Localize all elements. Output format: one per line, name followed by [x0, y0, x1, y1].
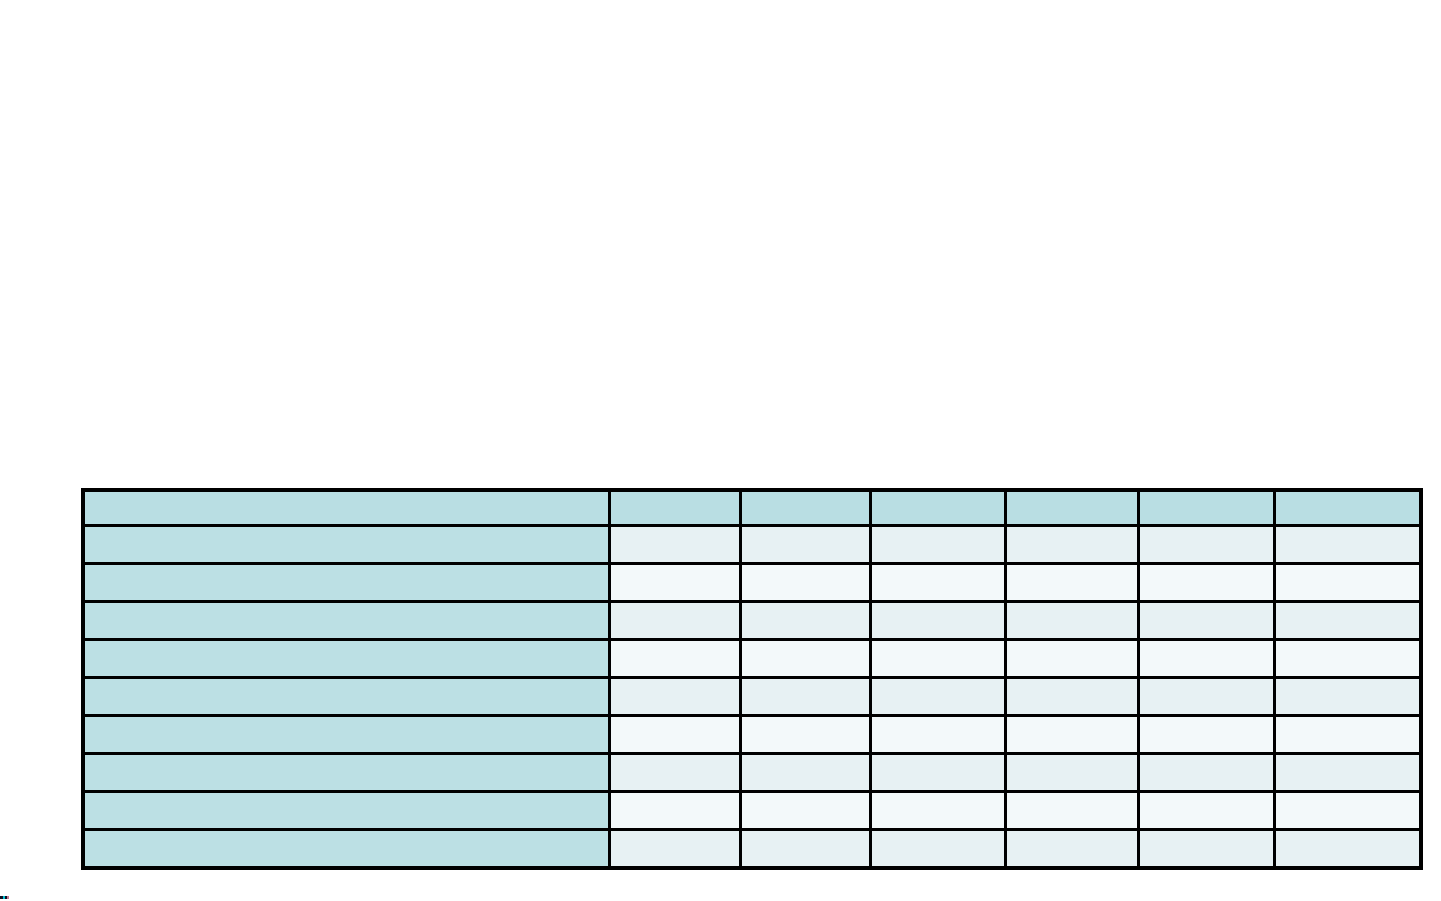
- body-cell-r7-c3[interactable]: [868, 752, 1007, 793]
- body-cell-r2-c2[interactable]: [738, 562, 872, 603]
- table-row-9: [81, 828, 1423, 870]
- body-cell-r5-c6[interactable]: [1272, 676, 1423, 717]
- body-cell-r1-c4[interactable]: [1003, 524, 1140, 565]
- header-cell-col-6[interactable]: [1272, 488, 1423, 527]
- table-row-8: [81, 790, 1423, 831]
- body-cell-r1-c1[interactable]: [607, 524, 742, 565]
- body-cell-r6-c2[interactable]: [738, 714, 872, 755]
- body-cell-r8-c6[interactable]: [1272, 790, 1423, 831]
- body-cell-r2-c5[interactable]: [1136, 562, 1276, 603]
- header-cell-col-5[interactable]: [1136, 488, 1276, 527]
- body-cell-r1-c5[interactable]: [1136, 524, 1276, 565]
- body-cell-r4-c4[interactable]: [1003, 638, 1140, 679]
- header-cell-col-1[interactable]: [607, 488, 742, 527]
- body-cell-r2-c6[interactable]: [1272, 562, 1423, 603]
- header-cell-col-2[interactable]: [738, 488, 872, 527]
- bottom-left-render-artifact: [0, 896, 9, 899]
- header-cell-row-label[interactable]: [81, 488, 611, 527]
- row-label-cell-9[interactable]: [81, 828, 611, 870]
- body-cell-r5-c1[interactable]: [607, 676, 742, 717]
- body-cell-r4-c5[interactable]: [1136, 638, 1276, 679]
- body-cell-r5-c2[interactable]: [738, 676, 872, 717]
- body-cell-r4-c1[interactable]: [607, 638, 742, 679]
- table-row-6: [81, 714, 1423, 755]
- table-row-4: [81, 638, 1423, 679]
- body-cell-r5-c3[interactable]: [868, 676, 1007, 717]
- body-cell-r3-c3[interactable]: [868, 600, 1007, 641]
- header-cell-col-4[interactable]: [1003, 488, 1140, 527]
- body-cell-r9-c6[interactable]: [1272, 828, 1423, 870]
- body-cell-r6-c1[interactable]: [607, 714, 742, 755]
- body-cell-r3-c1[interactable]: [607, 600, 742, 641]
- body-cell-r2-c4[interactable]: [1003, 562, 1140, 603]
- body-cell-r7-c5[interactable]: [1136, 752, 1276, 793]
- body-cell-r9-c2[interactable]: [738, 828, 872, 870]
- body-cell-r8-c4[interactable]: [1003, 790, 1140, 831]
- body-cell-r6-c6[interactable]: [1272, 714, 1423, 755]
- body-cell-r9-c3[interactable]: [868, 828, 1007, 870]
- body-cell-r8-c1[interactable]: [607, 790, 742, 831]
- row-label-cell-3[interactable]: [81, 600, 611, 641]
- body-cell-r3-c5[interactable]: [1136, 600, 1276, 641]
- table-row-5: [81, 676, 1423, 717]
- body-cell-r1-c6[interactable]: [1272, 524, 1423, 565]
- body-cell-r5-c4[interactable]: [1003, 676, 1140, 717]
- body-cell-r4-c6[interactable]: [1272, 638, 1423, 679]
- body-cell-r7-c2[interactable]: [738, 752, 872, 793]
- body-cell-r3-c6[interactable]: [1272, 600, 1423, 641]
- data-table: [81, 488, 1423, 870]
- row-label-cell-1[interactable]: [81, 524, 611, 565]
- row-label-cell-7[interactable]: [81, 752, 611, 793]
- body-cell-r5-c5[interactable]: [1136, 676, 1276, 717]
- table-row-1: [81, 524, 1423, 565]
- row-label-cell-6[interactable]: [81, 714, 611, 755]
- body-cell-r9-c4[interactable]: [1003, 828, 1140, 870]
- body-cell-r9-c1[interactable]: [607, 828, 742, 870]
- body-cell-r4-c2[interactable]: [738, 638, 872, 679]
- body-cell-r9-c5[interactable]: [1136, 828, 1276, 870]
- table-row-7: [81, 752, 1423, 793]
- table-row-3: [81, 600, 1423, 641]
- row-label-cell-4[interactable]: [81, 638, 611, 679]
- header-cell-col-3[interactable]: [868, 488, 1007, 527]
- body-cell-r7-c1[interactable]: [607, 752, 742, 793]
- body-cell-r2-c3[interactable]: [868, 562, 1007, 603]
- row-label-cell-2[interactable]: [81, 562, 611, 603]
- body-cell-r3-c2[interactable]: [738, 600, 872, 641]
- row-label-cell-8[interactable]: [81, 790, 611, 831]
- body-cell-r4-c3[interactable]: [868, 638, 1007, 679]
- body-cell-r6-c4[interactable]: [1003, 714, 1140, 755]
- body-cell-r8-c2[interactable]: [738, 790, 872, 831]
- body-cell-r6-c3[interactable]: [868, 714, 1007, 755]
- table-row-2: [81, 562, 1423, 603]
- table-header-row: [81, 488, 1423, 527]
- body-cell-r2-c1[interactable]: [607, 562, 742, 603]
- body-cell-r8-c3[interactable]: [868, 790, 1007, 831]
- body-cell-r6-c5[interactable]: [1136, 714, 1276, 755]
- body-cell-r7-c6[interactable]: [1272, 752, 1423, 793]
- body-cell-r8-c5[interactable]: [1136, 790, 1276, 831]
- body-cell-r1-c3[interactable]: [868, 524, 1007, 565]
- body-cell-r7-c4[interactable]: [1003, 752, 1140, 793]
- body-cell-r3-c4[interactable]: [1003, 600, 1140, 641]
- row-label-cell-5[interactable]: [81, 676, 611, 717]
- body-cell-r1-c2[interactable]: [738, 524, 872, 565]
